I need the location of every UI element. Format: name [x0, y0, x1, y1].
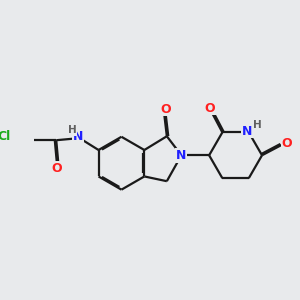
Text: O: O [52, 162, 62, 175]
Text: H: H [253, 120, 262, 130]
Text: O: O [160, 103, 171, 116]
Text: Cl: Cl [0, 130, 11, 143]
Text: O: O [282, 137, 292, 150]
Text: H: H [68, 125, 76, 135]
Text: N: N [176, 149, 187, 162]
Text: N: N [242, 124, 253, 138]
Text: N: N [73, 130, 83, 143]
Text: O: O [204, 102, 215, 115]
